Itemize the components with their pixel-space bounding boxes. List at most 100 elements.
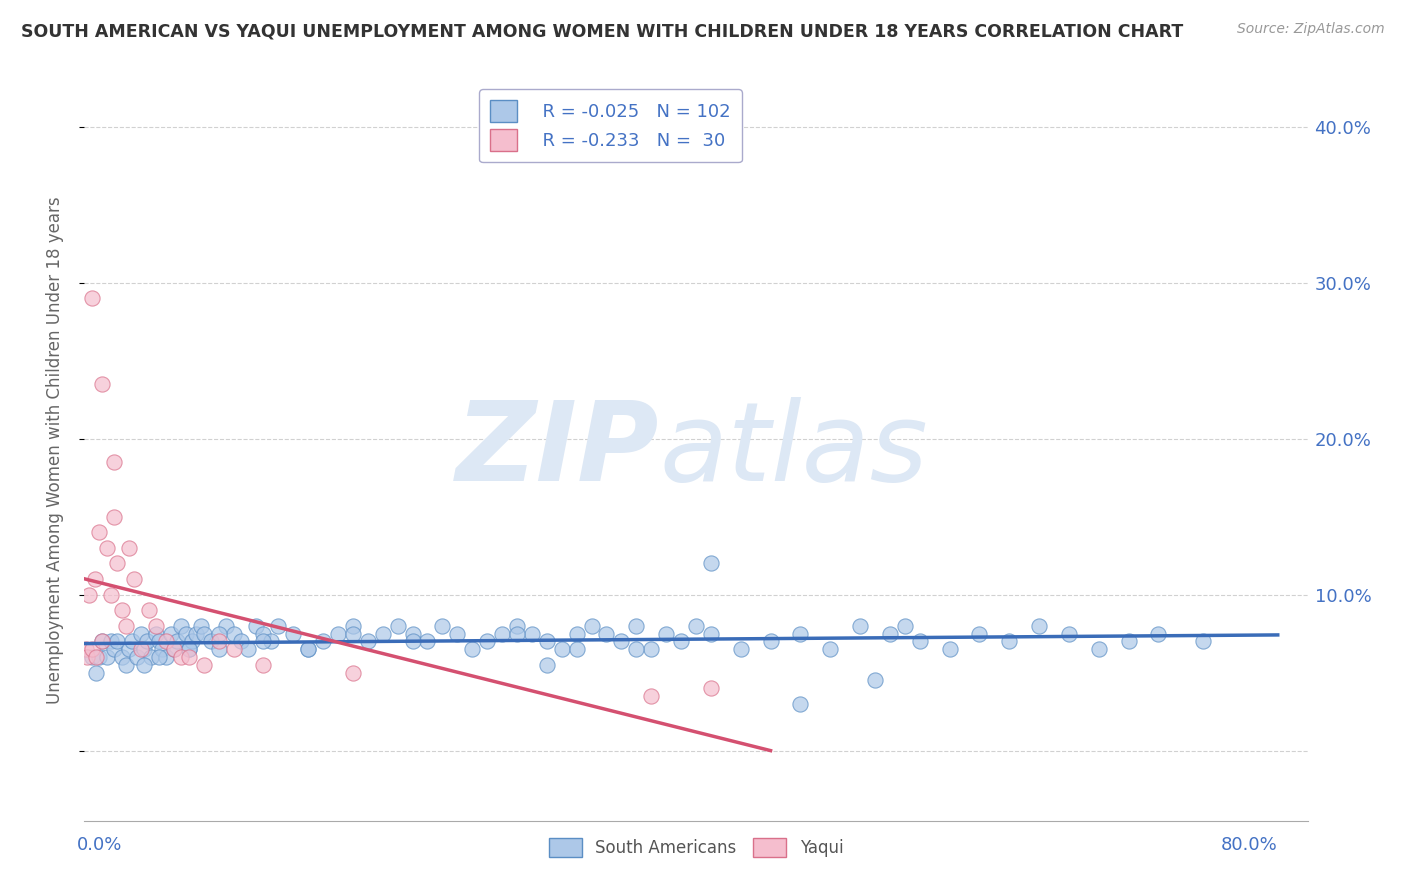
Point (371, 626, 394, 640)
Point (75, 642, 97, 657)
Point (145, 626, 167, 640)
Point (283, 626, 305, 640)
Point (207, 634, 229, 648)
Point (125, 650, 148, 665)
Point (136, 634, 159, 648)
Point (163, 642, 186, 657)
Point (506, 619, 529, 633)
Point (138, 603, 160, 617)
Text: Source: ZipAtlas.com: Source: ZipAtlas.com (1237, 22, 1385, 37)
Point (215, 619, 238, 633)
Point (998, 634, 1021, 648)
Point (76, 650, 98, 665)
Point (700, 626, 723, 640)
Point (626, 642, 648, 657)
Point (401, 626, 423, 640)
Point (245, 619, 267, 633)
Point (222, 626, 245, 640)
Point (180, 634, 202, 648)
Point (475, 634, 498, 648)
Point (105, 634, 128, 648)
Point (132, 642, 155, 657)
Point (432, 619, 454, 633)
Point (700, 681, 723, 695)
Point (536, 634, 558, 648)
Text: 80.0%: 80.0% (1220, 836, 1278, 855)
Point (111, 603, 134, 617)
Point (155, 634, 177, 648)
Point (80, 292, 103, 306)
Point (115, 657, 138, 672)
Point (894, 619, 917, 633)
Point (297, 642, 319, 657)
Point (863, 673, 886, 688)
Point (160, 626, 183, 640)
Point (150, 642, 173, 657)
Point (222, 642, 245, 657)
Point (401, 634, 423, 648)
Point (1192, 634, 1215, 648)
Point (252, 657, 274, 672)
Point (238, 642, 260, 657)
Point (118, 642, 141, 657)
Point (190, 619, 212, 633)
Point (551, 642, 574, 657)
Point (565, 626, 588, 640)
Point (1057, 626, 1080, 640)
Point (166, 634, 188, 648)
Point (879, 626, 901, 640)
Point (163, 642, 186, 657)
Point (626, 619, 648, 633)
Point (207, 626, 229, 640)
Point (730, 642, 752, 657)
Point (260, 634, 283, 648)
Point (252, 634, 274, 648)
Point (357, 634, 380, 648)
Point (938, 642, 960, 657)
Point (685, 619, 707, 633)
Point (520, 626, 543, 640)
Point (105, 557, 128, 571)
Point (669, 634, 692, 648)
Point (326, 626, 349, 640)
Point (342, 626, 364, 640)
Point (186, 626, 208, 640)
Point (193, 657, 215, 672)
Point (177, 642, 200, 657)
Point (100, 588, 122, 602)
Point (342, 665, 364, 680)
Point (655, 626, 678, 640)
Point (506, 626, 529, 640)
Point (312, 634, 335, 648)
Point (96, 541, 118, 555)
Point (461, 642, 484, 657)
Point (129, 626, 152, 640)
Text: ZIP: ZIP (456, 397, 659, 504)
Point (129, 642, 152, 657)
Point (132, 657, 155, 672)
Point (759, 634, 782, 648)
Point (170, 619, 193, 633)
Text: atlas: atlas (659, 397, 928, 504)
Point (89, 525, 111, 540)
Point (297, 642, 319, 657)
Point (252, 626, 274, 640)
Point (111, 650, 134, 665)
Point (77, 588, 100, 602)
Point (1118, 634, 1140, 648)
Legend: South Americans, Yaqui: South Americans, Yaqui (541, 831, 851, 864)
Point (84, 650, 107, 665)
Point (148, 634, 170, 648)
Point (177, 642, 200, 657)
Point (122, 572, 145, 586)
Point (177, 650, 200, 665)
Point (89, 650, 111, 665)
Point (610, 634, 633, 648)
Point (491, 626, 513, 640)
Point (207, 642, 229, 657)
Point (416, 634, 439, 648)
Point (80, 650, 103, 665)
Point (1147, 626, 1170, 640)
Point (908, 634, 931, 648)
Point (91, 634, 114, 648)
